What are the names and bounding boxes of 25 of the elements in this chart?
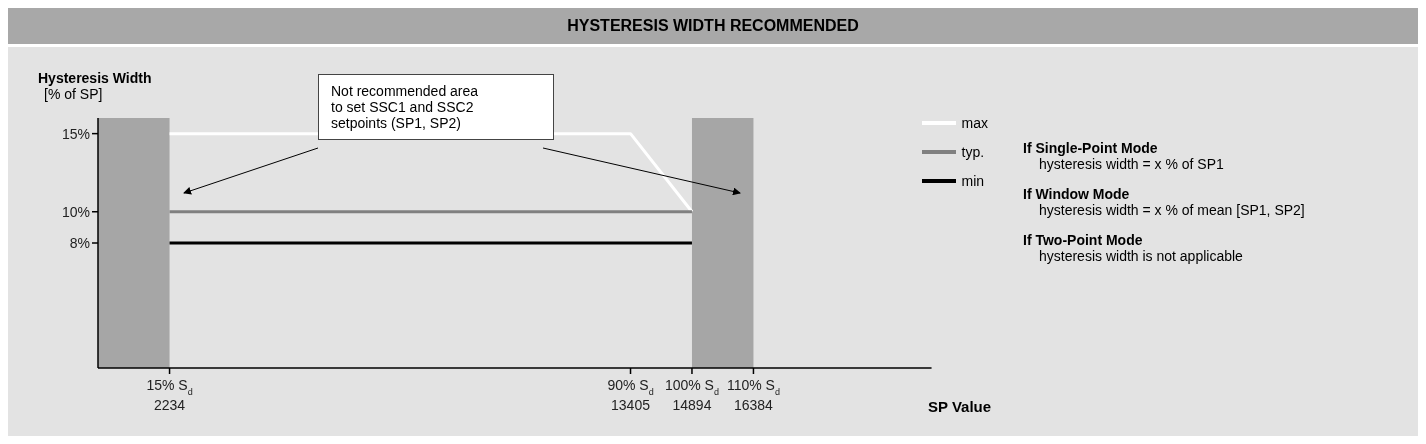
x-tick-label: 13405 (611, 397, 651, 413)
text: hysteresis width = x % of mean [SP1, SP2] (1038, 202, 1305, 218)
text: hysteresis width is not applicable (1038, 248, 1244, 264)
chart-title: HYSTERESIS WIDTH RECOMMENDED (567, 17, 859, 35)
x-tick-label: 16384 (733, 397, 774, 413)
y-tick-label: 8% (69, 234, 90, 251)
text: If Two-Point Mode (1023, 232, 1144, 248)
text: 110% S$_{d}$ (726, 377, 780, 397)
text: hysteresis width = x % of SP1 (1038, 156, 1225, 172)
text: 15% S$_{d}$ (146, 377, 193, 397)
callout-box: Not recommended area to set SSC1 and SSC2 setpoints (SP1, SP2) (178, 74, 748, 198)
text: If Single-Point Mode (1023, 140, 1159, 156)
x-axis-title: SP Value (928, 398, 992, 415)
legend-label: typ. (961, 143, 985, 160)
y-tick-label: 15% (61, 125, 90, 142)
y-axis-title: Hysteresis Width [% of SP] (38, 70, 152, 102)
text: 90% S$_{d}$ (607, 377, 654, 397)
text: If Window Mode (1023, 186, 1131, 202)
x-tick-label: 2234 (153, 397, 186, 413)
y-tick-label: 10% (61, 203, 90, 220)
x-tick-label: 14894 (672, 397, 712, 413)
text: 100% S$_{d}$ (664, 377, 719, 397)
annotation: Not recommended area to set SSC1 and SSC2 setpoints (SP1, SP2) (318, 74, 554, 140)
legend-label: min (961, 172, 985, 189)
legend-label: max (961, 114, 988, 131)
